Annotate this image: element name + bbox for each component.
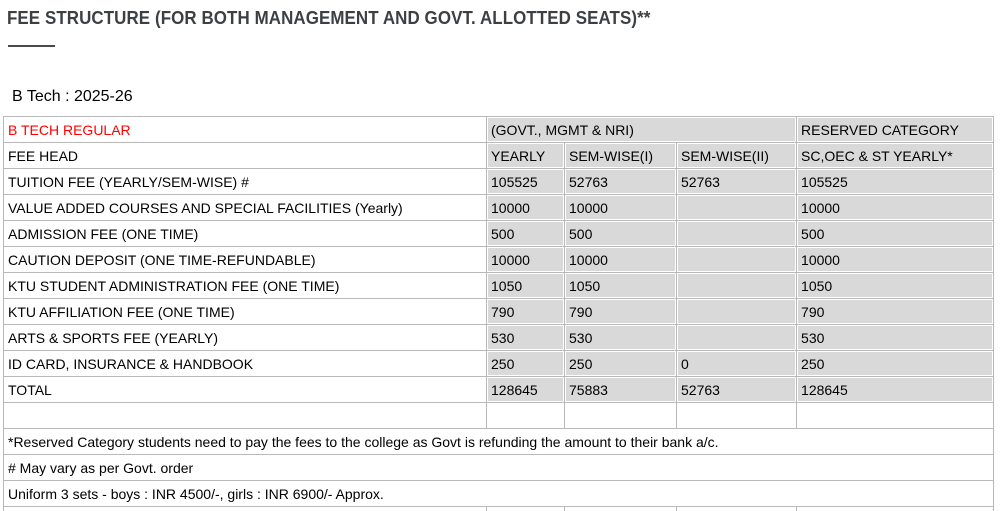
fee-head-cell: KTU AFFILIATION FEE (ONE TIME) — [3, 298, 487, 325]
note-row: *Reserved Category students need to pay … — [2, 428, 995, 455]
table-row: CAUTION DEPOSIT (ONE TIME-REFUNDABLE) 10… — [3, 246, 995, 273]
govt-mgmt-nri-group-header: (GOVT., MGMT & NRI) — [485, 116, 798, 143]
total-value-cell: 52763 — [675, 376, 798, 403]
fee-value-cell: 500 — [564, 220, 677, 247]
fee-head-cell: ARTS & SPORTS FEE (YEARLY) — [3, 324, 487, 351]
empty-cell — [675, 402, 798, 429]
table-row: VALUE ADDED COURSES AND SPECIAL FACILITI… — [3, 194, 995, 221]
total-value-cell: 75883 — [564, 376, 677, 403]
fee-value-cell: 1050 — [564, 272, 677, 299]
program-year-heading: B Tech : 2025-26 — [12, 88, 133, 105]
reserved-category-note: *Reserved Category students need to pay … — [2, 428, 995, 455]
table-total-row: TOTAL 128645 75883 52763 128645 — [3, 376, 995, 403]
empty-spacer-row — [3, 402, 995, 429]
table-column-header-row: FEE HEAD YEARLY SEM-WISE(I) SEM-WISE(II)… — [3, 142, 995, 169]
fee-value-cell — [675, 298, 798, 325]
empty-cell — [3, 402, 487, 429]
fee-value-cell — [675, 272, 798, 299]
table-row: ID CARD, INSURANCE & HANDBOOK 250 250 0 … — [3, 350, 995, 377]
note-row: # May vary as per Govt. order — [2, 454, 995, 481]
table-row: ARTS & SPORTS FEE (YEARLY) 530 530 530 — [3, 324, 995, 351]
empty-cell — [564, 402, 677, 429]
fee-head-cell: CAUTION DEPOSIT (ONE TIME-REFUNDABLE) — [3, 246, 487, 273]
fee-value-cell — [675, 220, 798, 247]
fee-value-cell: 10000 — [796, 246, 995, 273]
empty-cell — [486, 506, 565, 511]
fee-value-cell: 10000 — [486, 246, 565, 273]
fee-value-cell: 790 — [796, 298, 995, 325]
fee-value-cell: 105525 — [486, 168, 565, 195]
fee-value-cell: 790 — [486, 298, 565, 325]
title-underline — [8, 45, 55, 47]
column-header-yearly: YEARLY — [486, 142, 565, 169]
fee-value-cell — [675, 194, 798, 221]
fee-value-cell — [675, 324, 798, 351]
fee-value-cell: 0 — [675, 350, 798, 377]
govt-order-note: # May vary as per Govt. order — [2, 454, 995, 481]
empty-cell — [486, 402, 565, 429]
corner-label: B TECH REGULAR — [3, 116, 487, 143]
fee-table: B TECH REGULAR (GOVT., MGMT & NRI) RESER… — [2, 116, 995, 511]
table-row: KTU AFFILIATION FEE (ONE TIME) 790 790 7… — [3, 298, 995, 325]
fee-value-cell: 1050 — [796, 272, 995, 299]
table-row: TUITION FEE (YEARLY/SEM-WISE) # 105525 5… — [3, 168, 995, 195]
column-header-sem-wise-1: SEM-WISE(I) — [564, 142, 677, 169]
empty-cell — [564, 506, 677, 511]
fee-value-cell: 52763 — [675, 168, 798, 195]
empty-cell — [675, 506, 798, 511]
empty-cell — [796, 506, 995, 511]
column-header-sem-wise-2: SEM-WISE(II) — [675, 142, 798, 169]
fee-value-cell: 105525 — [796, 168, 995, 195]
fee-value-cell: 500 — [486, 220, 565, 247]
note-row: Uniform 3 sets - boys : INR 4500/-, girl… — [2, 480, 995, 507]
fee-head-cell: TUITION FEE (YEARLY/SEM-WISE) # — [3, 168, 487, 195]
fee-value-cell: 790 — [564, 298, 677, 325]
empty-cell — [3, 506, 487, 511]
total-value-cell: 128645 — [486, 376, 565, 403]
fee-head-cell: KTU STUDENT ADMINISTRATION FEE (ONE TIME… — [3, 272, 487, 299]
page-title: FEE STRUCTURE (FOR BOTH MANAGEMENT AND G… — [7, 8, 651, 28]
fee-value-cell: 10000 — [486, 194, 565, 221]
fee-head-cell: ID CARD, INSURANCE & HANDBOOK — [3, 350, 487, 377]
table-group-header-row: B TECH REGULAR (GOVT., MGMT & NRI) RESER… — [3, 116, 995, 143]
column-header-fee-head: FEE HEAD — [3, 142, 487, 169]
table-row: KTU STUDENT ADMINISTRATION FEE (ONE TIME… — [3, 272, 995, 299]
clipped-empty-row — [3, 506, 995, 511]
uniform-cost-note: Uniform 3 sets - boys : INR 4500/-, girl… — [2, 480, 995, 507]
fee-value-cell: 10000 — [564, 194, 677, 221]
fee-value-cell: 10000 — [564, 246, 677, 273]
empty-cell — [796, 402, 995, 429]
fee-value-cell: 530 — [796, 324, 995, 351]
total-value-cell: 128645 — [796, 376, 995, 403]
fee-value-cell: 250 — [796, 350, 995, 377]
fee-value-cell — [675, 246, 798, 273]
fee-value-cell: 500 — [796, 220, 995, 247]
fee-value-cell: 250 — [486, 350, 565, 377]
column-header-reserved-yearly: SC,OEC & ST YEARLY* — [796, 142, 995, 169]
reserved-category-group-header: RESERVED CATEGORY — [796, 116, 995, 143]
total-label-cell: TOTAL — [3, 376, 487, 403]
fee-value-cell: 530 — [486, 324, 565, 351]
fee-value-cell: 530 — [564, 324, 677, 351]
fee-head-cell: ADMISSION FEE (ONE TIME) — [3, 220, 487, 247]
table-row: ADMISSION FEE (ONE TIME) 500 500 500 — [3, 220, 995, 247]
fee-value-cell: 10000 — [796, 194, 995, 221]
fee-value-cell: 1050 — [486, 272, 565, 299]
fee-value-cell: 250 — [564, 350, 677, 377]
fee-value-cell: 52763 — [564, 168, 677, 195]
fee-head-cell: VALUE ADDED COURSES AND SPECIAL FACILITI… — [3, 194, 487, 221]
